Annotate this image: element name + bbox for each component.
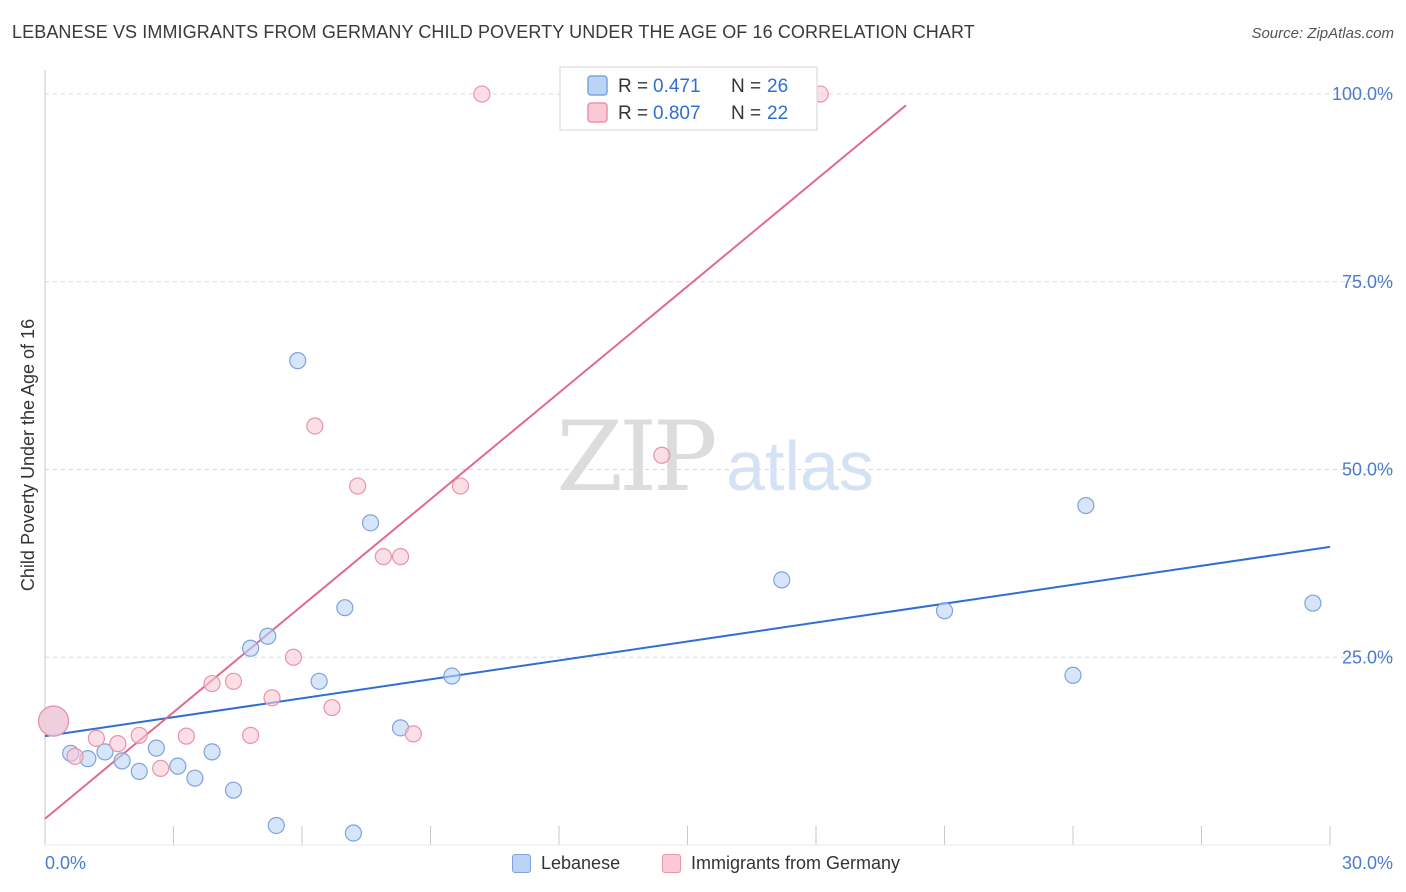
lebanese-point-16	[336, 599, 354, 617]
legend-r-label-2: R =	[618, 103, 653, 124]
watermark: ZIP atlas	[556, 401, 874, 513]
germany-point-3	[109, 735, 127, 753]
legend-n-label-2: N =	[731, 103, 766, 124]
lebanese-point-15	[310, 672, 328, 690]
y-tick-label-50: 50.0%	[1342, 460, 1393, 480]
lebanese-point-3	[96, 743, 114, 761]
germany-point-2	[87, 729, 106, 747]
source-label: Source: ZipAtlas.com	[1251, 25, 1394, 42]
germany-point-9	[242, 726, 260, 744]
svg-text:R = 0.807 N =: R = 0.807 N = 22	[618, 103, 788, 124]
data-points	[37, 85, 1322, 842]
lebanese-point-9	[203, 743, 221, 761]
germany-point-15	[374, 548, 392, 566]
chart-title: LEBANESE VS IMMIGRANTS FROM GERMANY CHIL…	[12, 22, 975, 42]
legend-label-germany: Immigrants from Germany	[691, 853, 901, 873]
gridlines	[45, 93, 1393, 658]
lebanese-point-25	[1304, 594, 1322, 612]
germany-point-13	[323, 698, 341, 717]
legend-bottom: Lebanese Immigrants from Germany	[0, 850, 1406, 880]
x-tick-label-max: 30.0%	[1342, 853, 1393, 873]
y-tick-labels: 25.0% 50.0% 75.0% 100.0%	[1332, 84, 1393, 667]
trend-line-lebanese	[44, 545, 1331, 738]
x-ticks	[45, 826, 1331, 846]
germany-point-0	[37, 705, 70, 737]
legend-n-value-1: 26	[767, 76, 788, 97]
trend-lines	[44, 104, 1331, 820]
lebanese-point-12	[259, 627, 277, 645]
legend-item-germany: Immigrants from Germany	[662, 853, 900, 874]
germany-point-12	[306, 417, 324, 435]
lebanese-point-5	[130, 762, 148, 781]
watermark-zip: ZIP	[556, 401, 715, 513]
y-tick-label-100: 100.0%	[1332, 84, 1393, 104]
lebanese-point-22	[935, 602, 954, 620]
legend-r-value-1: 0.471	[653, 76, 701, 97]
germany-point-14	[349, 477, 367, 495]
germany-point-1	[66, 747, 84, 765]
legend-item-lebanese: Lebanese	[512, 853, 620, 874]
y-axis-label: Child Poverty Under the Age of 16	[18, 319, 38, 591]
legend-label-lebanese: Lebanese	[541, 853, 621, 873]
y-tick-label-75: 75.0%	[1342, 272, 1393, 292]
lebanese-point-23	[1064, 666, 1082, 684]
watermark-atlas: atlas	[726, 427, 874, 505]
lebanese-point-17	[344, 824, 362, 842]
x-tick-label-min: 0.0%	[45, 853, 86, 873]
lebanese-point-10	[224, 781, 243, 799]
germany-point-20	[653, 446, 671, 464]
lebanese-point-13	[267, 816, 285, 835]
lebanese-point-11	[242, 639, 260, 657]
trend-line-germany	[44, 104, 907, 820]
y-tick-label-25: 25.0%	[1342, 647, 1393, 667]
germany-point-7	[203, 674, 221, 693]
legend-swatch-germany	[587, 102, 608, 123]
legend-n-label-1: N =	[731, 76, 766, 97]
legend-r-value-2: 0.807	[653, 103, 701, 124]
legend-swatch-pink	[662, 854, 681, 873]
lebanese-point-6	[147, 739, 165, 757]
lebanese-point-4	[113, 752, 131, 770]
legend-n-value-2: 22	[767, 103, 788, 124]
germany-point-19	[473, 85, 491, 103]
lebanese-point-21	[773, 571, 791, 589]
svg-text:R = 0.471 N =: R = 0.471 N = 26	[618, 76, 788, 97]
legend-swatch-lebanese	[587, 75, 608, 96]
lebanese-point-7	[169, 757, 187, 775]
lebanese-point-14	[289, 352, 307, 370]
germany-point-10	[263, 689, 281, 707]
germany-point-16	[391, 548, 410, 566]
lebanese-point-24	[1077, 496, 1095, 515]
legend-r-label-1: R =	[618, 76, 653, 97]
germany-point-4	[130, 726, 148, 744]
germany-point-17	[404, 725, 422, 743]
germany-point-11	[284, 648, 303, 666]
germany-point-6	[177, 727, 195, 745]
lebanese-point-8	[186, 769, 204, 787]
germany-point-18	[451, 477, 470, 495]
legend-top: R = 0.471 N = 26 R = 0.807 N = 22	[559, 66, 818, 131]
lebanese-point-20	[443, 667, 461, 685]
legend-swatch-blue	[512, 854, 531, 873]
germany-point-5	[152, 759, 170, 778]
germany-point-8	[224, 672, 243, 690]
lebanese-point-18	[361, 514, 380, 532]
